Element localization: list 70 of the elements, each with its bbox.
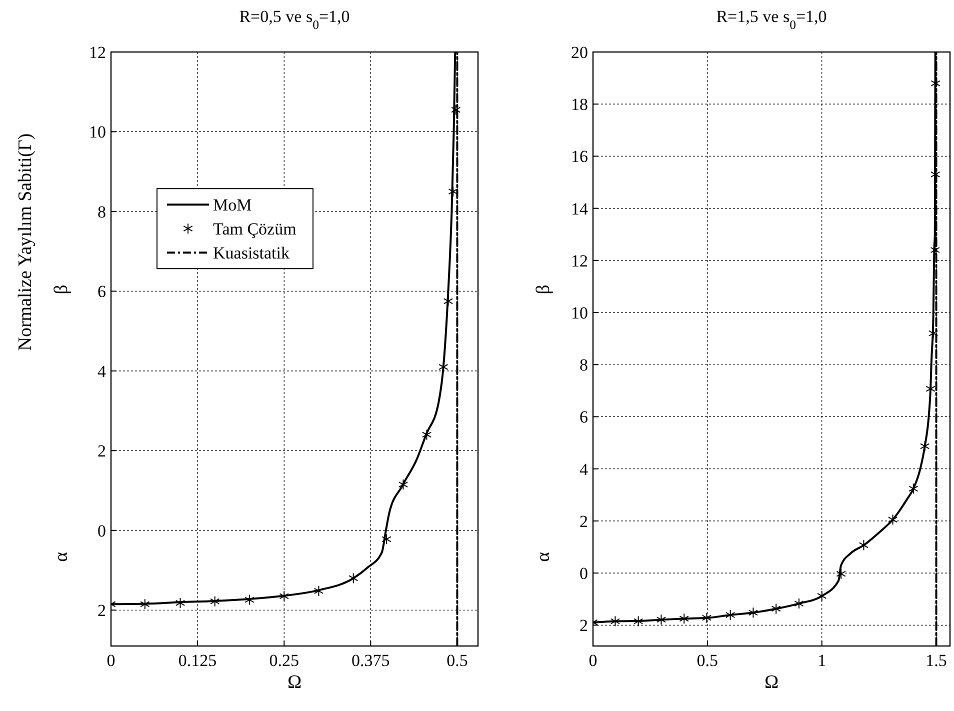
point xyxy=(443,296,454,307)
point xyxy=(422,429,432,440)
y-tick-label: 12 xyxy=(571,251,588,270)
x-tick-label: 1.5 xyxy=(926,651,947,670)
point xyxy=(836,568,846,580)
y-tick-label: 10 xyxy=(571,304,588,323)
text: β xyxy=(533,284,554,294)
y-tick-label: 8 xyxy=(98,202,106,222)
text: β xyxy=(51,284,72,294)
y-tick-label: 2 xyxy=(580,512,588,531)
point xyxy=(817,590,827,602)
y-tick-label: 0 xyxy=(580,564,588,584)
point xyxy=(175,597,186,608)
point xyxy=(348,572,358,584)
point xyxy=(210,596,220,607)
point xyxy=(858,540,869,551)
point xyxy=(725,609,736,620)
y-tick-label: 6 xyxy=(580,408,588,427)
x-tick-label: 0.5 xyxy=(696,651,718,670)
text: α xyxy=(533,552,554,562)
point xyxy=(398,479,408,490)
point xyxy=(448,186,458,198)
y-tick-label: 2 xyxy=(98,442,106,461)
legend-label: MoM xyxy=(213,196,252,215)
legend-label: Kuasistatik xyxy=(213,244,290,263)
point xyxy=(679,613,689,624)
point xyxy=(702,612,712,624)
point xyxy=(610,616,620,627)
y-tick-label: 20 xyxy=(571,43,588,62)
y-tick-label: 6 xyxy=(98,282,106,302)
y-axis-title: Normalize Yayılım Sabiti(Γ) xyxy=(15,133,36,351)
y-tick-label: 8 xyxy=(580,356,588,375)
text: α xyxy=(51,552,72,562)
legend-label: Tam Çözüm xyxy=(213,220,296,239)
x-tick-label: 0.25 xyxy=(269,651,299,670)
point xyxy=(656,614,666,626)
point xyxy=(140,598,150,610)
y-tick-label: 12 xyxy=(89,43,106,62)
y-tick-label: 10 xyxy=(89,122,106,142)
chart-title: R=0,5 ve s$_{0}$=1,0 xyxy=(239,7,350,32)
point xyxy=(748,607,758,618)
point xyxy=(633,616,644,627)
chart-title: R=1,5 ve s$_{0}$=1,0 xyxy=(716,7,827,32)
point xyxy=(920,440,930,452)
x-axis-title: Ω xyxy=(764,672,779,693)
point xyxy=(451,104,461,116)
point xyxy=(771,603,781,614)
point xyxy=(382,534,392,545)
point xyxy=(930,244,940,256)
y-tick-label: 18 xyxy=(571,95,588,114)
y-tick-label: 4 xyxy=(98,362,106,381)
y-tick-label: 16 xyxy=(571,147,588,166)
point xyxy=(888,514,898,526)
x-tick-label: 1 xyxy=(818,651,826,670)
point xyxy=(314,585,324,596)
point xyxy=(279,590,289,602)
x-tick-label: 0.375 xyxy=(352,651,390,670)
y-tick-label: 2 xyxy=(98,601,106,620)
x-tick-label: 0.125 xyxy=(178,651,217,670)
point xyxy=(928,328,938,339)
y-tick-label: 4 xyxy=(580,460,588,479)
y-tick-label: 2 xyxy=(580,616,588,636)
point xyxy=(794,598,804,610)
x-tick-label: 0.5 xyxy=(446,651,468,670)
y-tick-label: 0 xyxy=(98,521,106,540)
y-tick-label: 14 xyxy=(571,199,588,218)
point xyxy=(438,361,448,372)
point xyxy=(908,483,918,494)
point xyxy=(244,594,254,606)
x-axis-title: Ω xyxy=(287,672,302,693)
